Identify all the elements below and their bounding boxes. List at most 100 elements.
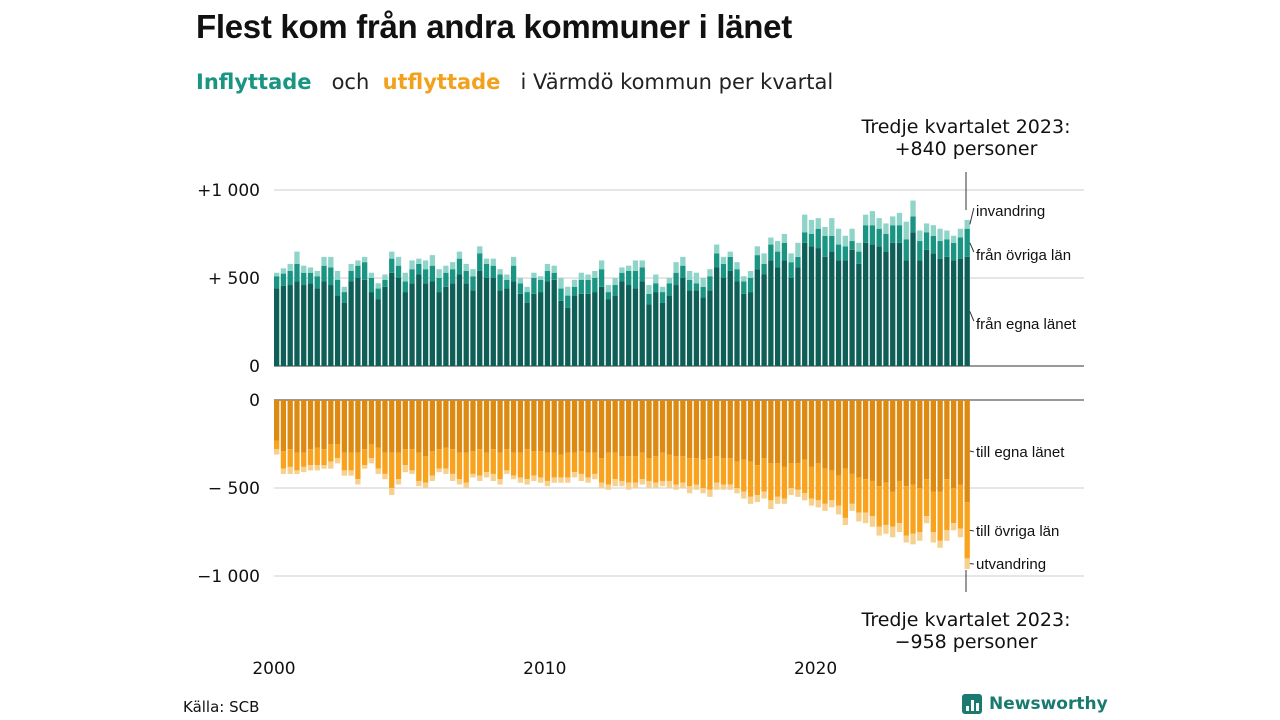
- out-bar-egna-lanet: [876, 400, 882, 487]
- in-bar-invandring: [287, 263, 293, 271]
- in-y-tick-label: +1 000: [197, 181, 260, 201]
- in-bar-egna-lanet: [659, 302, 666, 366]
- out-bar-utvandring: [301, 466, 307, 473]
- in-bar-ovriga-lan: [937, 241, 943, 259]
- in-bar-egna-lanet: [307, 283, 314, 366]
- out-bar-egna-lanet: [673, 400, 679, 457]
- out-bar-egna-lanet: [598, 400, 605, 459]
- out-bar-egna-lanet: [795, 400, 801, 464]
- out-bar-utvandring: [964, 558, 970, 569]
- out-bar-utvandring: [890, 526, 896, 538]
- in-bar-ovriga-lan: [626, 270, 632, 286]
- in-bar-ovriga-lan: [862, 225, 869, 243]
- out-bar-ovriga-lan: [822, 468, 828, 504]
- in-bar-egna-lanet: [774, 267, 781, 366]
- out-bar-utvandring: [328, 461, 334, 469]
- in-bar-invandring: [483, 258, 490, 264]
- out-bar-utvandring: [348, 470, 354, 476]
- in-bar-invandring: [619, 267, 625, 273]
- in-bar-egna-lanet: [917, 260, 923, 366]
- in-bar-invandring: [686, 270, 693, 280]
- in-bar-ovriga-lan: [544, 270, 551, 282]
- out-bar-ovriga-lan: [375, 447, 381, 469]
- out-bar-utvandring: [917, 532, 923, 541]
- in-bar-egna-lanet: [883, 251, 889, 366]
- out-bar-utvandring: [856, 512, 862, 522]
- in-bar-ovriga-lan: [578, 279, 584, 294]
- out-bar-ovriga-lan: [693, 458, 700, 485]
- in-bar-egna-lanet: [348, 281, 354, 366]
- in-bar-ovriga-lan: [883, 234, 889, 252]
- out-bar-ovriga-lan: [808, 466, 815, 499]
- in-bar-invandring: [578, 272, 584, 280]
- out-bar-ovriga-lan: [937, 491, 943, 541]
- out-bar-egna-lanet: [686, 400, 693, 459]
- out-bar-ovriga-lan: [869, 480, 876, 517]
- out-bar-utvandring: [781, 498, 788, 504]
- out-bar-egna-lanet: [666, 400, 672, 455]
- out-bar-utvandring: [355, 479, 361, 485]
- out-bar-ovriga-lan: [355, 452, 361, 480]
- in-bar-egna-lanet: [951, 260, 957, 366]
- in-bar-egna-lanet: [815, 248, 821, 366]
- out-annotation-line1: Tredje kvartalet 2023:: [861, 609, 1071, 631]
- in-bar-egna-lanet: [808, 246, 815, 366]
- out-bar-utvandring: [450, 473, 456, 481]
- in-bar-egna-lanet: [409, 283, 415, 366]
- out-bar-ovriga-lan: [382, 452, 388, 474]
- in-bar-ovriga-lan: [395, 265, 402, 278]
- in-bar-invandring: [700, 278, 706, 287]
- out-bar-egna-lanet: [896, 400, 903, 481]
- out-bar-egna-lanet: [659, 400, 666, 453]
- in-bar-invandring: [443, 265, 449, 273]
- in-bar-invandring: [395, 256, 402, 266]
- out-bar-utvandring: [639, 479, 645, 485]
- out-bar-utvandring: [362, 465, 368, 469]
- out-bar-egna-lanet: [639, 400, 645, 453]
- in-bar-invandring: [531, 272, 537, 278]
- out-label-leader: [969, 450, 974, 453]
- in-bar-egna-lanet: [666, 295, 672, 366]
- in-bar-egna-lanet: [334, 295, 341, 366]
- out-bar-utvandring: [923, 516, 930, 524]
- out-series-label: till övriga län: [976, 523, 1059, 540]
- in-bar-ovriga-lan: [774, 251, 781, 268]
- in-bar-egna-lanet: [741, 293, 747, 366]
- out-bar-ovriga-lan: [862, 479, 869, 513]
- in-bar-ovriga-lan: [761, 263, 767, 275]
- in-bar-egna-lanet: [849, 249, 855, 366]
- out-bar-utvandring: [551, 477, 557, 483]
- in-bar-invandring: [307, 267, 314, 273]
- out-bar-egna-lanet: [456, 400, 463, 453]
- in-bar-ovriga-lan: [565, 295, 571, 308]
- in-bar-egna-lanet: [578, 293, 584, 366]
- out-bar-egna-lanet: [395, 400, 402, 453]
- out-bar-ovriga-lan: [917, 488, 923, 532]
- in-bar-egna-lanet: [592, 292, 598, 366]
- out-bar-ovriga-lan: [301, 452, 307, 467]
- x-tick-label: 2010: [523, 659, 566, 679]
- out-bar-egna-lanet: [355, 400, 361, 453]
- out-bar-egna-lanet: [605, 400, 612, 453]
- in-bar-egna-lanet: [937, 258, 943, 366]
- out-bar-egna-lanet: [747, 400, 754, 462]
- out-bar-ovriga-lan: [795, 463, 801, 490]
- out-bar-ovriga-lan: [477, 449, 483, 476]
- in-annotation-line1: Tredje kvartalet 2023:: [861, 116, 1071, 138]
- out-bar-ovriga-lan: [876, 486, 882, 527]
- in-bar-egna-lanet: [856, 263, 862, 366]
- out-bar-egna-lanet: [497, 400, 503, 453]
- in-bar-ovriga-lan: [368, 278, 375, 293]
- in-bar-ovriga-lan: [375, 288, 381, 300]
- out-bar-egna-lanet: [375, 400, 381, 448]
- out-bar-egna-lanet: [944, 400, 950, 480]
- out-bar-egna-lanet: [707, 400, 713, 459]
- in-bar-invandring: [903, 221, 909, 240]
- out-bar-utvandring: [666, 480, 672, 488]
- out-bar-utvandring: [334, 458, 341, 464]
- in-bar-ovriga-lan: [450, 269, 456, 284]
- in-bar-ovriga-lan: [768, 244, 774, 261]
- in-bar-invandring: [808, 219, 815, 234]
- in-bar-egna-lanet: [362, 279, 368, 366]
- out-bar-egna-lanet: [842, 400, 848, 469]
